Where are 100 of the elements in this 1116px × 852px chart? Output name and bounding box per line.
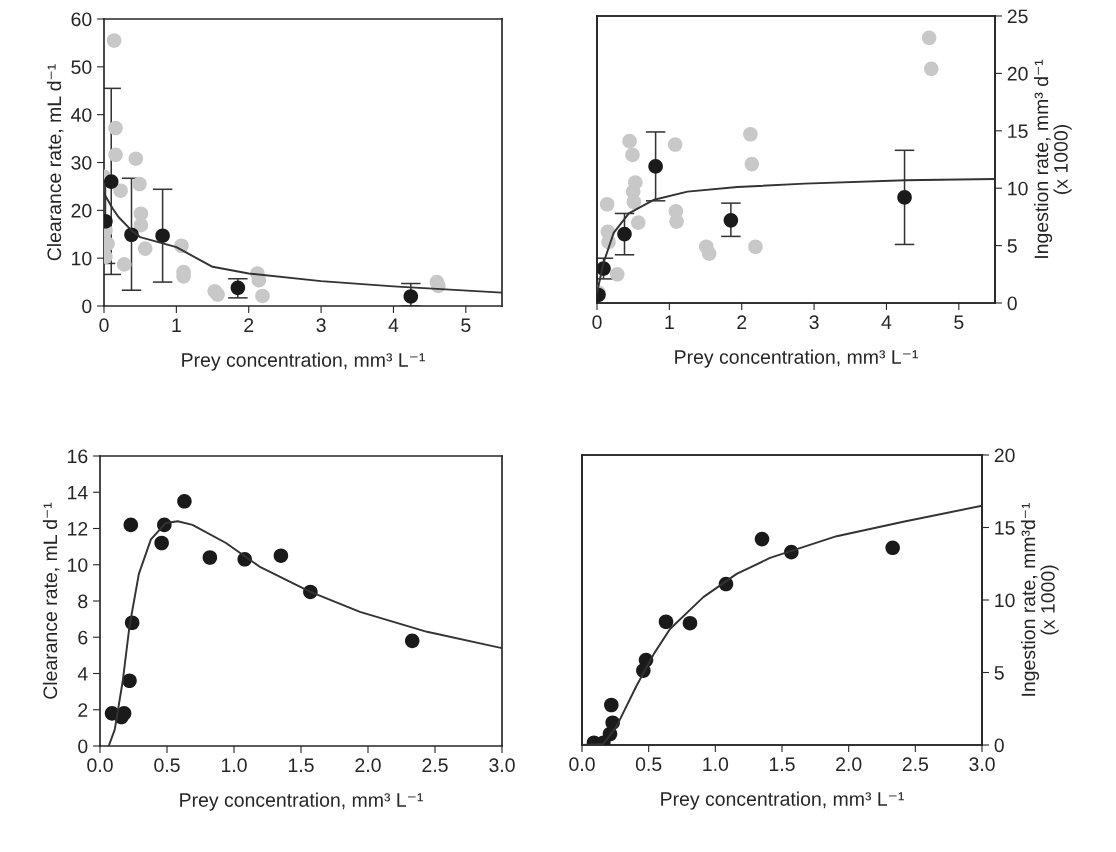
point <box>104 174 119 189</box>
point <box>108 120 123 136</box>
y2-tick-label: 20 <box>1007 66 1028 81</box>
y-axis-title: Clearance rate, mL d⁻¹ <box>42 502 60 699</box>
y-tick-label: 14 <box>68 485 88 500</box>
point <box>625 147 640 163</box>
y2-tick-label: 10 <box>1008 181 1028 196</box>
point <box>128 151 144 166</box>
point <box>599 196 615 212</box>
x-tick-label: 2 <box>737 315 747 329</box>
point <box>404 633 420 649</box>
y2-tick-label: 5 <box>1007 239 1017 253</box>
y2-tick-label: 20 <box>994 448 1015 463</box>
y-tick-label: 10 <box>68 558 88 572</box>
point <box>106 33 122 48</box>
x-tick-label: 1.0 <box>703 757 729 772</box>
x-tick-label: 4 <box>388 318 399 332</box>
x-tick-label: 3.0 <box>969 757 995 772</box>
x-axis-title: Prey concentration, mm³ L⁻¹ <box>661 791 904 810</box>
x-tick-label: 4 <box>881 315 892 329</box>
point <box>273 548 289 563</box>
y-tick-label: 30 <box>71 155 92 170</box>
y-tick-label: 50 <box>71 60 92 75</box>
point <box>604 697 619 713</box>
x-tick-label: 0.0 <box>87 758 113 773</box>
y2-tick-label: 5 <box>994 666 1004 680</box>
x-tick-label: 2.0 <box>836 757 862 772</box>
point <box>210 287 225 302</box>
y2-tick-label: 0 <box>994 738 1004 753</box>
y-axis-title: Clearance rate, mL d⁻¹ <box>46 64 64 261</box>
point <box>133 217 149 233</box>
y-tick-label: 12 <box>68 521 88 536</box>
point <box>122 673 137 689</box>
point <box>113 183 128 199</box>
point <box>154 535 169 551</box>
point <box>108 147 123 163</box>
point <box>897 190 912 205</box>
y-tick-label: 40 <box>71 108 92 122</box>
x-tick-label: 3 <box>316 318 326 333</box>
point <box>658 614 674 630</box>
x-tick-label: 3.0 <box>489 758 515 773</box>
y-tick-label: 4 <box>77 667 88 681</box>
point <box>669 214 684 229</box>
y2-tick-label: 15 <box>995 521 1015 535</box>
point <box>123 517 139 533</box>
x-tick-label: 2 <box>244 318 254 332</box>
x-tick-label: 0.5 <box>635 757 662 772</box>
x-tick-label: 1.5 <box>288 758 314 773</box>
x-tick-label: 0 <box>592 315 602 330</box>
point <box>403 289 419 304</box>
y-tick-label: 20 <box>71 203 92 218</box>
y2-axis-title: Ingestion rate, mm³d⁻¹ (x 1000) <box>1020 502 1059 696</box>
x-tick-label: 0.0 <box>569 757 595 772</box>
y2-tick-label: 25 <box>1007 9 1028 24</box>
point <box>754 531 770 547</box>
x-tick-label: 5 <box>461 318 471 333</box>
y-tick-label: 16 <box>68 449 88 464</box>
point <box>177 494 192 509</box>
x-tick-label: 0 <box>99 318 109 333</box>
point <box>921 30 937 46</box>
point <box>617 226 632 242</box>
x-tick-label: 1.0 <box>221 758 247 773</box>
x-tick-label: 0.5 <box>154 758 180 773</box>
point <box>202 550 218 565</box>
point <box>723 213 739 228</box>
point <box>255 288 270 304</box>
point <box>648 159 663 174</box>
y2-tick-label: 10 <box>995 593 1015 608</box>
x-axis-title: Prey concentration, mm³ L⁻¹ <box>182 352 425 371</box>
point <box>885 540 900 556</box>
x-axis-title: Prey concentration, mm³ L⁻¹ <box>180 792 423 811</box>
y2-axis-title: Ingestion rate, mm³ d⁻¹ (x 1000) <box>1033 59 1072 258</box>
point <box>682 615 698 631</box>
point <box>626 194 642 210</box>
x-tick-label: 2.5 <box>422 758 448 773</box>
point <box>622 133 637 149</box>
x-tick-label: 1.5 <box>769 757 795 772</box>
y-tick-label: 8 <box>78 594 88 609</box>
point <box>609 267 625 282</box>
y-tick-label: 6 <box>78 630 88 645</box>
point <box>743 126 758 142</box>
point <box>667 137 683 152</box>
point <box>924 61 939 77</box>
y-tick-label: 2 <box>78 703 88 717</box>
y2-tick-label: 0 <box>1007 296 1017 311</box>
x-axis-title: Prey concentration, mm³ L⁻¹ <box>675 349 918 368</box>
x-tick-label: 2.5 <box>902 757 929 772</box>
x-tick-label: 5 <box>954 315 964 330</box>
point <box>701 246 717 261</box>
point <box>748 239 763 255</box>
y-tick-label: 60 <box>71 12 92 27</box>
x-tick-label: 3 <box>809 315 819 330</box>
y-tick-label: 0 <box>82 299 92 314</box>
y-tick-label: 10 <box>72 251 92 266</box>
x-tick-label: 1 <box>665 315 674 329</box>
point <box>630 215 646 230</box>
y2-tick-label: 15 <box>1008 124 1028 139</box>
point <box>744 156 760 172</box>
point <box>116 257 132 272</box>
point <box>155 228 170 243</box>
